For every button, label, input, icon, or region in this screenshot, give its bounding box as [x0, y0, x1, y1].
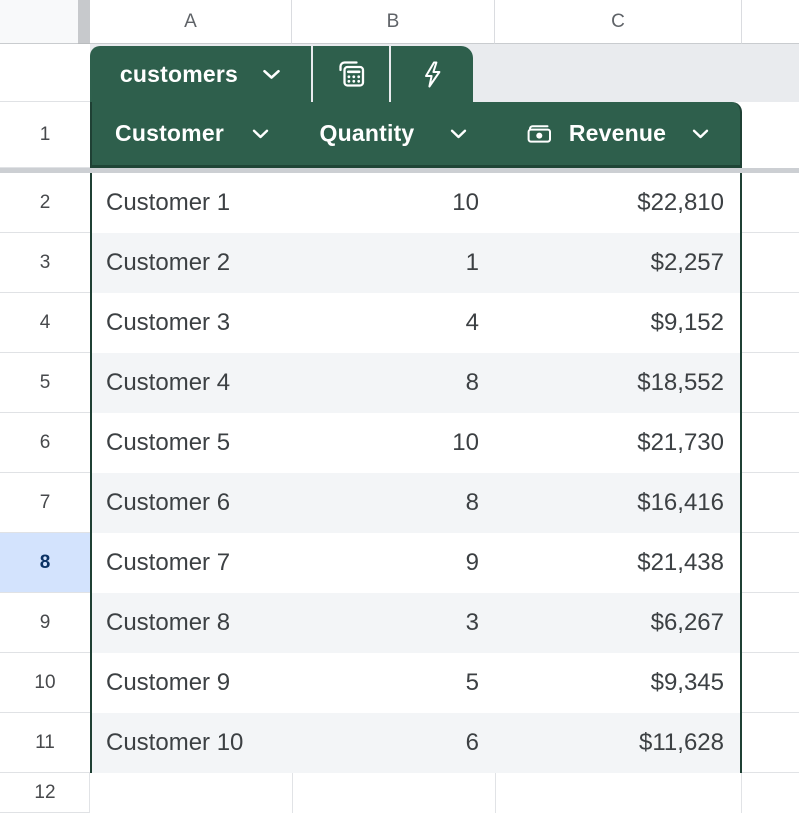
cell-quantity[interactable]: 1	[292, 233, 495, 293]
row-header-cell[interactable]: 2	[0, 173, 90, 233]
table-body: Customer 1 10 $22,810 Customer 2 1 $2,25…	[90, 173, 742, 773]
chevron-down-icon	[262, 69, 281, 80]
gridline-vertical	[495, 773, 496, 813]
header-label-customer: Customer	[115, 120, 224, 147]
cell-customer[interactable]: Customer 4	[92, 353, 292, 413]
row-header-cell[interactable]: 4	[0, 293, 90, 353]
cell-revenue[interactable]: $9,152	[495, 293, 740, 353]
row-header-cell[interactable]: 10	[0, 653, 90, 713]
row-number-label: 5	[40, 372, 51, 394]
table-formula-tab[interactable]	[313, 46, 389, 102]
row-number-label: 11	[35, 732, 55, 754]
cell-customer[interactable]: Customer 5	[92, 413, 292, 473]
lightning-bolt-icon	[421, 60, 444, 89]
table-row: Customer 5 10 $21,730	[92, 413, 740, 473]
cell-revenue[interactable]: $21,730	[495, 413, 740, 473]
calculator-icon	[336, 60, 366, 88]
row-number-label: 3	[40, 252, 51, 274]
row-header-cell[interactable]: 11	[0, 713, 90, 773]
table-row: Customer 3 4 $9,152	[92, 293, 740, 353]
row-number-label: 6	[40, 432, 51, 454]
cell-quantity[interactable]: 10	[292, 413, 495, 473]
table-row: Customer 7 9 $21,438	[92, 533, 740, 593]
header-label-revenue: Revenue	[569, 120, 666, 147]
cell-revenue[interactable]: $18,552	[495, 353, 740, 413]
gridlines-right-of-table	[742, 173, 799, 773]
row-number-label: 12	[34, 782, 55, 804]
table-quick-action-tab[interactable]	[391, 46, 473, 102]
gridline-vertical	[741, 773, 742, 813]
column-header-d[interactable]	[742, 0, 799, 44]
cell-quantity[interactable]: 6	[292, 713, 495, 773]
table-row: Customer 4 8 $18,552	[92, 353, 740, 413]
cell-revenue[interactable]: $11,628	[495, 713, 740, 773]
row-number-label: 4	[40, 312, 51, 334]
cell-quantity[interactable]: 8	[292, 473, 495, 533]
cell-customer[interactable]: Customer 1	[92, 173, 292, 233]
cell-quantity[interactable]: 4	[292, 293, 495, 353]
row-header-cell[interactable]: 3	[0, 233, 90, 293]
row-header-cell[interactable]: 6	[0, 413, 90, 473]
table-row: Customer 6 8 $16,416	[92, 473, 740, 533]
table-row: Customer 9 5 $9,345	[92, 653, 740, 713]
cell-quantity[interactable]: 3	[292, 593, 495, 653]
cell-customer[interactable]: Customer 7	[92, 533, 292, 593]
header-cell-revenue[interactable]: Revenue	[495, 102, 740, 165]
row-header-cell[interactable]: 5	[0, 353, 90, 413]
cell-quantity[interactable]: 8	[292, 353, 495, 413]
chevron-down-icon[interactable]	[450, 129, 467, 139]
table-row: Customer 10 6 $11,628	[92, 713, 740, 773]
row-number-label: 8	[40, 552, 51, 574]
gridline-vertical	[89, 773, 90, 813]
cell-customer[interactable]: Customer 3	[92, 293, 292, 353]
row-number-label: 2	[40, 192, 51, 214]
row-header-cell[interactable]: 8	[0, 533, 90, 593]
cell-quantity[interactable]: 10	[292, 173, 495, 233]
gutter-edge-strip	[78, 0, 90, 44]
banknote-icon	[526, 123, 553, 144]
cell-revenue[interactable]: $2,257	[495, 233, 740, 293]
header-cell-customer[interactable]: Customer	[92, 102, 292, 165]
cell-revenue[interactable]: $9,345	[495, 653, 740, 713]
cell-revenue[interactable]: $16,416	[495, 473, 740, 533]
gridline-vertical	[292, 773, 293, 813]
cell-customer[interactable]: Customer 10	[92, 713, 292, 773]
chevron-down-icon[interactable]	[692, 129, 709, 139]
spreadsheet-grid: A B C 1 2 3 4 5 6	[0, 0, 799, 813]
row-number-label: 7	[40, 492, 51, 514]
table-row: Customer 2 1 $2,257	[92, 233, 740, 293]
select-all-corner[interactable]	[0, 0, 78, 44]
cell-customer[interactable]: Customer 8	[92, 593, 292, 653]
row-number-label: 1	[40, 124, 51, 146]
row-number-label: 10	[34, 672, 55, 694]
row-header-cell[interactable]: 9	[0, 593, 90, 653]
cell-quantity[interactable]: 9	[292, 533, 495, 593]
row-header-cell[interactable]: 7	[0, 473, 90, 533]
column-header-a[interactable]: A	[90, 0, 292, 44]
table-name-tab[interactable]: customers	[90, 46, 311, 102]
cell-quantity[interactable]: 5	[292, 653, 495, 713]
row-gutter-spacer	[0, 44, 90, 102]
header-cell-quantity[interactable]: Quantity	[292, 102, 495, 165]
row-header-cell[interactable]: 12	[0, 773, 90, 813]
cell-revenue[interactable]: $6,267	[495, 593, 740, 653]
table-name-label: customers	[120, 61, 238, 88]
cell-customer[interactable]: Customer 9	[92, 653, 292, 713]
header-label-quantity: Quantity	[320, 120, 415, 147]
cell-customer[interactable]: Customer 2	[92, 233, 292, 293]
table-row: Customer 8 3 $6,267	[92, 593, 740, 653]
cell-customer[interactable]: Customer 6	[92, 473, 292, 533]
column-header-c[interactable]: C	[495, 0, 742, 44]
column-header-b[interactable]: B	[292, 0, 495, 44]
cell-revenue[interactable]: $21,438	[495, 533, 740, 593]
cell-revenue[interactable]: $22,810	[495, 173, 740, 233]
row-header-cell[interactable]: 1	[0, 102, 90, 168]
chevron-down-icon[interactable]	[252, 129, 269, 139]
table-header-row: Customer Quantity Revenue	[90, 102, 742, 168]
row-number-label: 9	[40, 612, 51, 634]
table-row: Customer 1 10 $22,810	[92, 173, 740, 233]
